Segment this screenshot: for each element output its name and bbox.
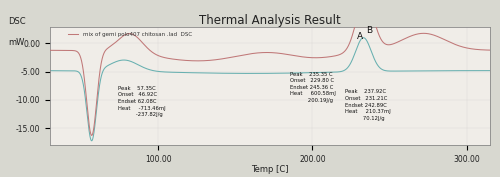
Text: B: B (366, 26, 372, 35)
X-axis label: Temp [C]: Temp [C] (252, 165, 289, 174)
Text: A: A (358, 32, 364, 41)
Text: mW: mW (8, 38, 24, 47)
Text: Peak    235.35 C
Onset   229.80 C
Endset 245.36 C
Heat     600.58mJ
           2: Peak 235.35 C Onset 229.80 C Endset 245.… (290, 72, 336, 103)
Title: Thermal Analysis Result: Thermal Analysis Result (199, 14, 341, 27)
Text: DSC: DSC (8, 17, 26, 26)
Legend: mix of gemi polo407 chitosan .lad  DSC: mix of gemi polo407 chitosan .lad DSC (66, 29, 194, 39)
Text: Peak    237.92C
Onset   231.21C
Endset 242.89C
Heat     210.37mJ
           70.1: Peak 237.92C Onset 231.21C Endset 242.89… (345, 89, 391, 121)
Text: Peak    57.35C
Onset   46.92C
Endset 62.08C
Heat     -713.46mJ
           -237.8: Peak 57.35C Onset 46.92C Endset 62.08C H… (118, 86, 166, 117)
